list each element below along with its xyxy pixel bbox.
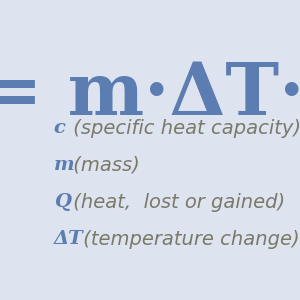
Text: (mass): (mass) [67,156,139,175]
Text: (temperature change): (temperature change) [77,230,300,249]
Text: Q: Q [54,193,71,211]
Text: c: c [54,119,66,137]
Text: (specific heat capacity): (specific heat capacity) [67,119,300,138]
Text: m: m [54,156,74,174]
Text: ΔT: ΔT [54,230,83,248]
Text: = m·ΔT·c: = m·ΔT·c [0,59,300,130]
Text: (heat,  lost or gained): (heat, lost or gained) [67,193,285,212]
